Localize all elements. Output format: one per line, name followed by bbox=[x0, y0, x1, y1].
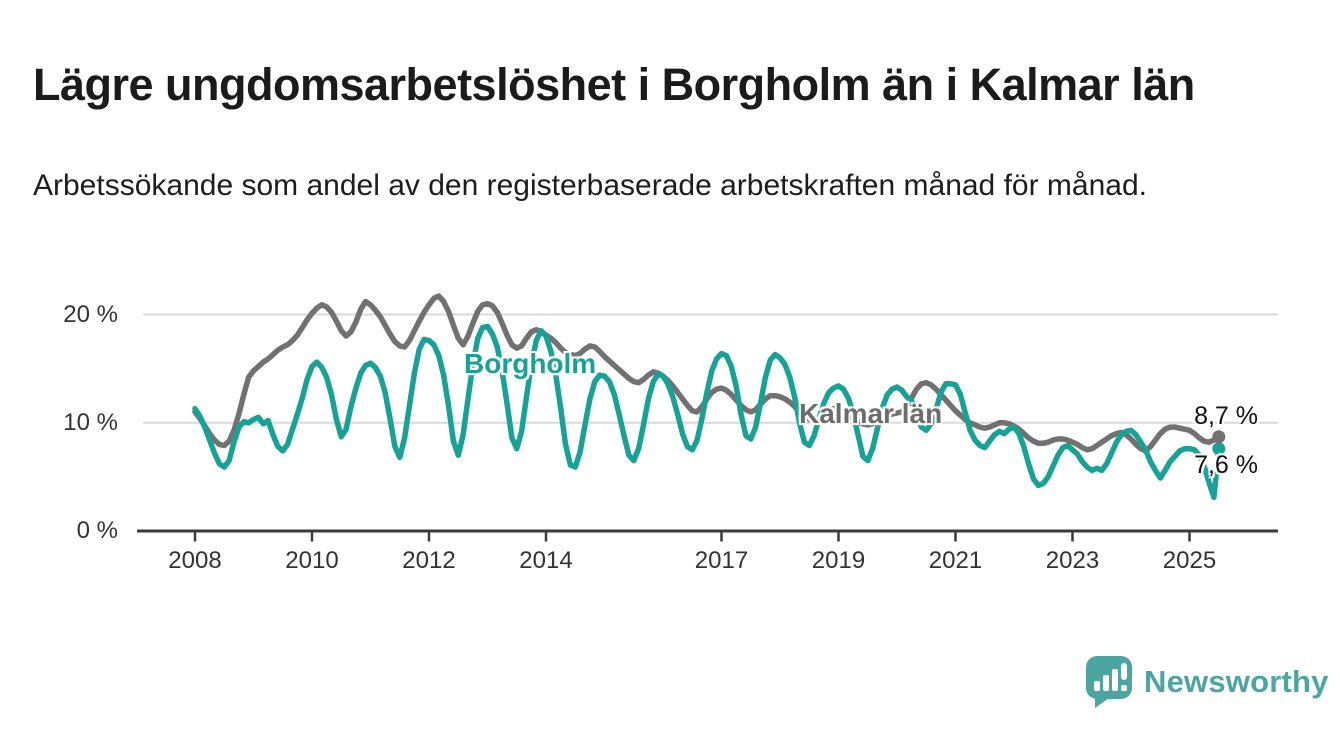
series-label-kalmar: Kalmar län bbox=[799, 398, 943, 429]
chart-subtitle: Arbetssökande som andel av den registerb… bbox=[33, 169, 1147, 202]
newsworthy-logo-icon bbox=[1086, 656, 1132, 708]
x-tick-2008: 2008 bbox=[168, 547, 222, 574]
y-tick-20: 20 % bbox=[63, 301, 118, 328]
y-tick-0: 0 % bbox=[76, 517, 118, 544]
x-tick-2012: 2012 bbox=[402, 547, 456, 574]
x-tick-2014: 2014 bbox=[519, 547, 573, 574]
end-value-borgholm: 7,6 % bbox=[1194, 451, 1258, 479]
page-title: Lägre ungdomsarbetslöshet i Borgholm än … bbox=[33, 59, 1195, 111]
end-value-kalmar: 8,7 % bbox=[1194, 402, 1258, 430]
series-label-borgholm: Borgholm bbox=[464, 348, 597, 379]
series-end-dots bbox=[1212, 430, 1226, 456]
x-axis bbox=[137, 529, 1278, 542]
newsworthy-logo-link[interactable]: Newsworthy bbox=[1084, 654, 1329, 710]
newsworthy-logo-text: Newsworthy bbox=[1144, 664, 1329, 699]
x-tick-2023: 2023 bbox=[1045, 547, 1100, 574]
x-tick-2021: 2021 bbox=[928, 547, 983, 574]
series-lines bbox=[192, 293, 1222, 501]
x-tick-2010: 2010 bbox=[285, 547, 339, 574]
x-tick-2025: 2025 bbox=[1162, 547, 1217, 574]
y-tick-10: 10 % bbox=[63, 409, 118, 436]
x-tick-2017: 2017 bbox=[694, 547, 749, 574]
x-tick-2019: 2019 bbox=[811, 547, 866, 574]
